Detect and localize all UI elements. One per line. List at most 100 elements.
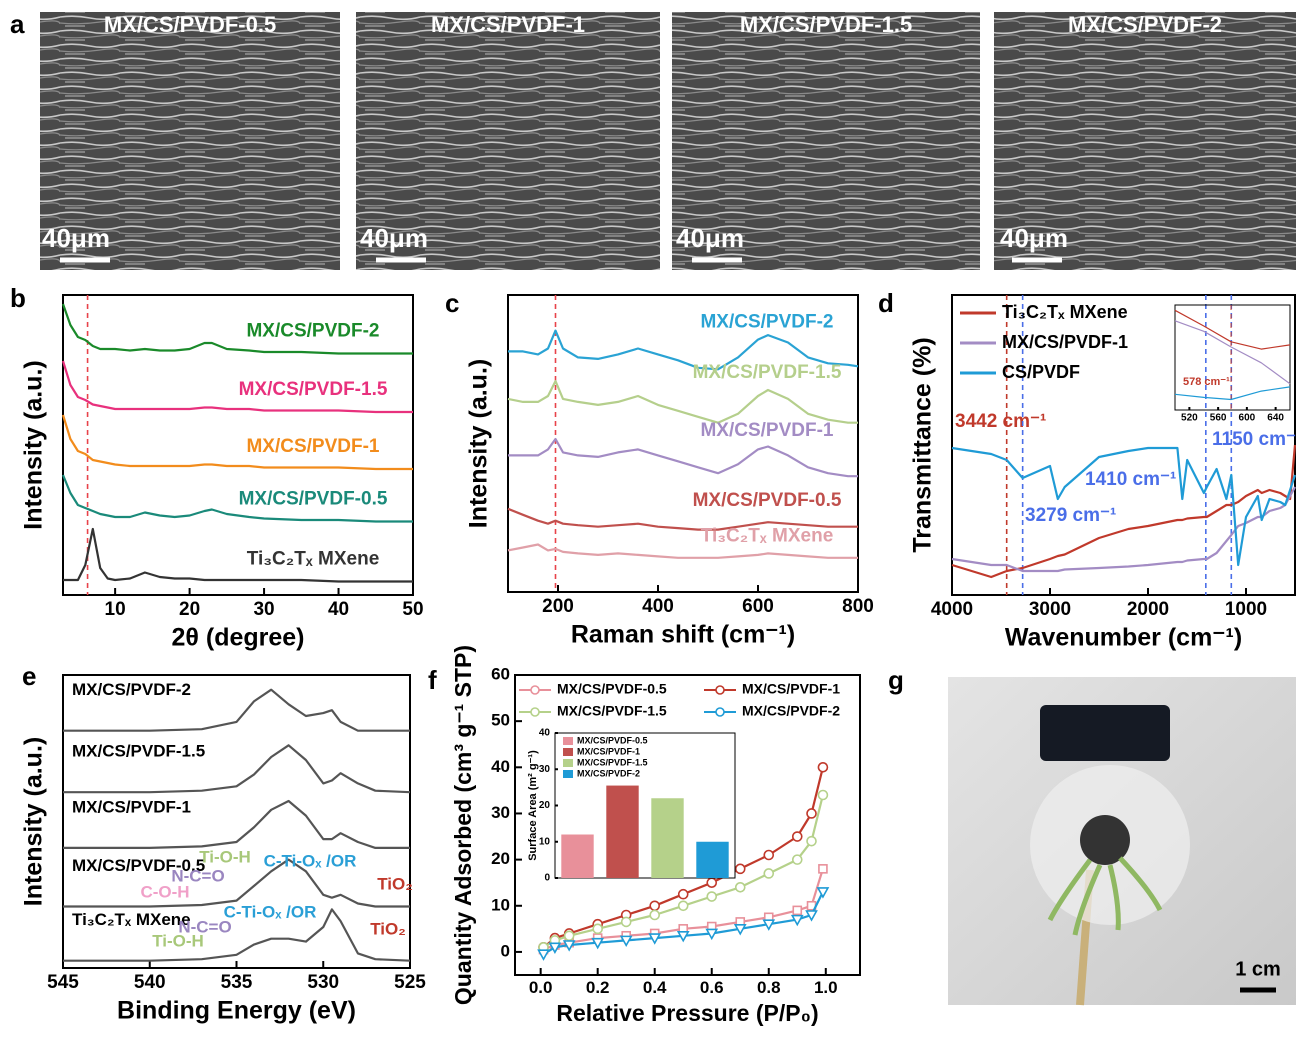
- marker: [734, 882, 746, 893]
- sem-label: MX/CS/PVDF-2: [1068, 12, 1222, 37]
- marker: [592, 923, 603, 935]
- panel-label: b: [10, 283, 26, 313]
- x-tick-label: 1.0: [814, 978, 838, 997]
- reference-label: 578 cm⁻¹: [1183, 376, 1230, 388]
- marker: [548, 942, 562, 954]
- sem-image: [994, 12, 1296, 270]
- legend-swatch: [563, 770, 573, 778]
- y-tick-label: 10: [491, 895, 510, 914]
- annotation: N-C=O: [171, 866, 224, 885]
- receptacle: [1080, 815, 1130, 865]
- x-tick-label: 1000: [1225, 599, 1267, 620]
- y-tick-label: 0: [501, 941, 510, 960]
- y-tick-label: 40: [491, 757, 510, 776]
- bracts: [1047, 856, 1163, 936]
- legend-label: MX/CS/PVDF-1: [742, 681, 840, 697]
- y-axis-label: Quantity Adsorbed (cm³ g⁻¹ STP): [450, 645, 476, 1005]
- x-tick-label: 0.0: [529, 978, 553, 997]
- series-label: MX/CS/PVDF-1: [72, 797, 191, 816]
- reference-label: 1150 cm⁻¹: [1212, 429, 1296, 450]
- bar: [696, 841, 729, 878]
- series-label: Ti₃C₂Tₓ MXene: [247, 549, 380, 570]
- y-tick-label: 40: [539, 728, 551, 739]
- x-axis-label: Binding Energy (eV): [117, 997, 356, 1025]
- panel-label: d: [878, 288, 894, 318]
- x-tick-label: 600: [742, 596, 774, 617]
- x-tick-label: 535: [221, 972, 253, 993]
- legend-swatch: [530, 707, 540, 717]
- y-tick-label: 20: [539, 800, 551, 811]
- chart: 0.0 0.2 0.4 0.6 0.8 1.0 0 10 20 30 40 50 60 Relative …: [450, 645, 861, 1026]
- series-line: [951, 446, 1296, 567]
- series-label: MX/CS/PVDF-1.5: [239, 379, 388, 400]
- series-label: MX/CS/PVDF-0.5: [693, 490, 842, 511]
- marker: [791, 854, 803, 865]
- x-axis-label: 2θ (degree): [172, 624, 305, 652]
- legend-label: MX/CS/PVDF-2: [742, 703, 840, 719]
- marker: [648, 933, 662, 945]
- x-tick-label: 520: [1181, 413, 1198, 424]
- series-line: [508, 329, 859, 371]
- series-label: MX/CS/PVDF-2: [72, 680, 191, 699]
- y-axis-label: Transmittance (%): [909, 337, 937, 552]
- marker: [792, 905, 803, 916]
- scale-bar-label: 40μm: [42, 223, 110, 253]
- chart: 545 540 535 530 525 Binding Energy (eV) Intens…: [20, 674, 426, 1025]
- x-tick-label: 0.8: [757, 978, 781, 997]
- x-axis-label: Wavenumber (cm⁻¹): [1005, 624, 1242, 652]
- x-tick-label: 400: [642, 596, 674, 617]
- series-line: [507, 507, 858, 531]
- x-tick-label: 3000: [1029, 599, 1071, 620]
- sample-block: [1040, 705, 1170, 761]
- legend-swatch: [563, 737, 573, 745]
- reference-label: 3279 cm⁻¹: [1025, 505, 1116, 526]
- marker: [733, 924, 747, 936]
- marker: [537, 949, 550, 961]
- scale-bar-label: 40μm: [360, 223, 428, 253]
- chart: 520 560 600 640 578 cm⁻¹: [1174, 304, 1291, 424]
- series-line: [1174, 386, 1291, 401]
- panel-label: g: [888, 665, 904, 695]
- legend-label: MX/CS/PVDF-2: [577, 768, 640, 778]
- x-tick-label: 200: [542, 596, 574, 617]
- marker: [762, 919, 776, 931]
- x-tick-label: 2000: [1127, 599, 1169, 620]
- legend-swatch: [563, 748, 573, 756]
- sem-image: [356, 12, 660, 270]
- series-line: [61, 414, 413, 471]
- marker: [649, 909, 661, 921]
- plot-frame: [514, 674, 861, 976]
- y-tick-label: 20: [491, 849, 510, 868]
- series-line: [951, 444, 1296, 579]
- series-line: [1174, 320, 1291, 385]
- series-line: [1174, 309, 1291, 350]
- marker: [677, 888, 689, 900]
- series-label: MX/CS/PVDF-1.5: [693, 362, 842, 383]
- marker: [763, 849, 775, 861]
- series-label: MX/CS/PVDF-2: [246, 321, 379, 342]
- sem-labels: MX/CS/PVDF-0.5 MX/CS/PVDF-1 MX/CS/PVDF-1…: [42, 12, 1222, 253]
- annotation: N-C=O: [178, 917, 231, 936]
- annotation: Ti-O-H: [199, 847, 251, 866]
- series-line: [63, 688, 410, 732]
- annotation: C-Ti-Oₓ /OR: [264, 851, 357, 870]
- bar: [651, 798, 684, 878]
- series-label: MX/CS/PVDF-0.5: [72, 856, 205, 875]
- chart: 4000 3000 2000 1000 Wavenumber (cm⁻¹) Transmi…: [909, 294, 1296, 652]
- annotation: C-O-H: [140, 882, 189, 901]
- panel-label: a: [10, 9, 25, 39]
- marker: [677, 900, 689, 912]
- scale-bar-label: 1 cm: [1235, 958, 1281, 980]
- sem-label: MX/CS/PVDF-1.5: [740, 12, 912, 37]
- x-tick-label: 540: [134, 972, 166, 993]
- marker: [649, 900, 661, 912]
- x-tick-label: 800: [842, 596, 874, 617]
- annotation: Ti-O-H: [152, 931, 204, 950]
- plot-frame: [507, 294, 859, 593]
- x-axis-label: Raman shift (cm⁻¹): [571, 621, 795, 649]
- panel-label: f: [428, 665, 437, 695]
- chart: 10 20 30 40 50 2θ (degree) Intensity (a.u.) MX/…: [20, 294, 424, 652]
- series-line: [63, 799, 410, 850]
- series-label: MX/CS/PVDF-1: [700, 420, 833, 441]
